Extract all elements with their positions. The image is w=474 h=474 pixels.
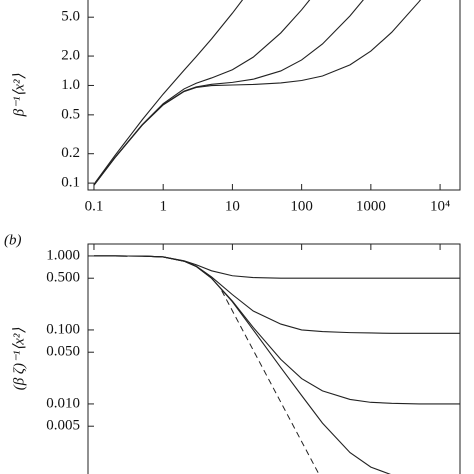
plot-frame — [87, 0, 461, 191]
curve — [93, 0, 244, 185]
y-tick-label: 0.050 — [46, 344, 80, 360]
curve — [93, 0, 364, 186]
curve — [93, 0, 422, 186]
y-tick-label: 0.500 — [46, 270, 80, 286]
x-tick-label: 10 — [225, 198, 240, 214]
y-tick-label: 0.010 — [46, 395, 80, 411]
curve — [93, 255, 460, 279]
x-tick-label: 10⁴ — [430, 198, 450, 214]
panel-label: (b) — [4, 232, 22, 248]
y-tick-label: 0.5 — [61, 106, 80, 122]
x-tick-label: 1000 — [356, 198, 386, 214]
curve — [93, 255, 460, 334]
x-tick-label: 100 — [290, 198, 313, 214]
y-tick-label: 2.0 — [61, 47, 80, 63]
curve — [93, 0, 311, 186]
x-tick-label: 1 — [159, 198, 167, 214]
curve — [93, 255, 391, 474]
y-tick-label: 1.0 — [61, 77, 80, 93]
y-tick-label: 0.1 — [61, 175, 80, 191]
y-tick-label: 1.000 — [46, 247, 80, 263]
y-tick-label: 0.005 — [46, 418, 80, 434]
plot-area — [93, 0, 422, 186]
y-tick-label: 0.2 — [61, 145, 80, 161]
y-tick-label: 0.100 — [46, 321, 80, 337]
reference-line — [221, 290, 320, 474]
y-axis-label: β⁻¹⟨x²⟩ — [11, 73, 27, 117]
x-tick-label: 0.1 — [85, 198, 104, 214]
plot-area — [93, 255, 460, 474]
y-axis-label: (β ζ)⁻¹⟨x²⟩ — [11, 328, 27, 391]
y-tick-label: 5.0 — [61, 9, 80, 25]
plot-frame — [87, 243, 461, 474]
